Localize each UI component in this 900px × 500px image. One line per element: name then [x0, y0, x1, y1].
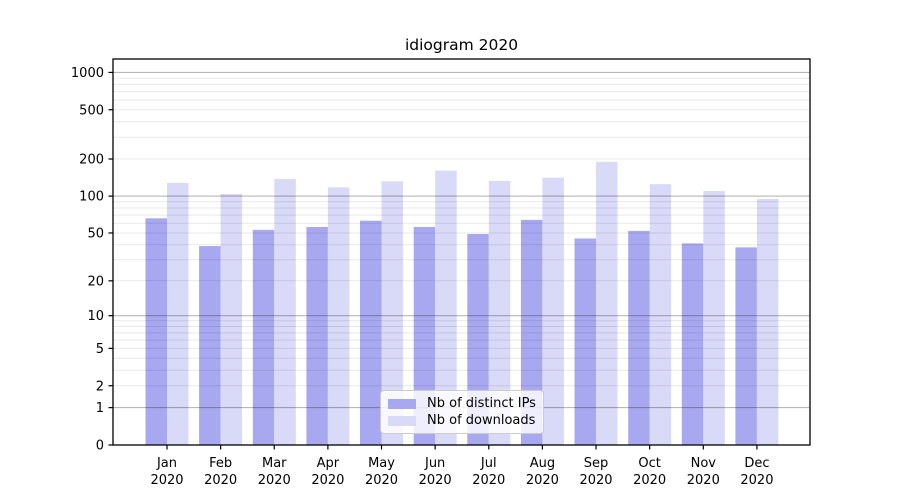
- y-tick-label: 1000: [71, 66, 104, 81]
- bar-downloads-nov: [703, 191, 725, 445]
- x-tick-label-month: Dec: [744, 456, 769, 471]
- legend-swatch-distinct-ips: [388, 398, 416, 409]
- x-tick-label-year: 2020: [258, 473, 291, 488]
- bar-distinct-ips-jan: [145, 218, 167, 445]
- legend: Nb of distinct IPs Nb of downloads: [380, 390, 544, 434]
- bar-downloads-dec: [756, 198, 779, 445]
- x-tick-label-year: 2020: [740, 473, 773, 488]
- x-tick-label-year: 2020: [311, 473, 344, 488]
- plot-border: [112, 58, 811, 446]
- bar-downloads-jun: [435, 170, 457, 445]
- bar-downloads-sep: [596, 161, 618, 446]
- y-tick-label: 500: [79, 103, 104, 118]
- legend-item-distinct-ips: Nb of distinct IPs: [388, 395, 536, 412]
- y-tick-label: 2: [96, 379, 104, 394]
- y-tick-label: 20: [87, 274, 104, 289]
- bar-distinct-ips-apr: [306, 227, 328, 445]
- x-tick-label-month: Feb: [209, 456, 232, 471]
- y-tick-label: 100: [79, 190, 104, 205]
- x-tick-label-month: Oct: [638, 456, 660, 471]
- x-tick-label-month: Aug: [530, 456, 555, 471]
- bar-distinct-ips-sep: [574, 238, 596, 445]
- x-tick-label-year: 2020: [472, 473, 505, 488]
- x-tick-label-month: Mar: [262, 456, 287, 471]
- x-tick-label-month: Jun: [424, 456, 445, 471]
- x-tick-label-month: Nov: [691, 456, 717, 471]
- bar-distinct-ips-aug: [520, 219, 543, 445]
- x-tick-label-month: Apr: [317, 456, 340, 471]
- x-tick-label-year: 2020: [150, 473, 183, 488]
- x-tick-label-month: Jan: [156, 456, 177, 471]
- y-tick-label: 50: [87, 226, 104, 241]
- x-tick-label-year: 2020: [687, 473, 720, 488]
- bar-distinct-ips-nov: [681, 243, 704, 445]
- chart-title: idiogram 2020: [404, 36, 519, 54]
- x-tick-label-month: Jul: [480, 456, 497, 471]
- bar-distinct-ips-oct: [628, 230, 650, 445]
- y-tick-label: 10: [87, 309, 104, 324]
- x-tick-label-year: 2020: [579, 473, 612, 488]
- bar-downloads-feb: [220, 194, 243, 445]
- bar-downloads-aug: [542, 177, 564, 445]
- x-tick-label-year: 2020: [526, 473, 559, 488]
- x-tick-label-year: 2020: [204, 473, 237, 488]
- bar-downloads-oct: [649, 184, 672, 445]
- legend-swatch-downloads: [388, 415, 416, 426]
- y-tick-label: 0: [96, 439, 104, 454]
- x-tick-label-year: 2020: [633, 473, 666, 488]
- x-tick-label-month: Sep: [584, 456, 609, 471]
- legend-label-distinct-ips: Nb of distinct IPs: [427, 396, 536, 411]
- y-tick-label: 200: [79, 153, 104, 168]
- x-tick-label-year: 2020: [419, 473, 452, 488]
- x-tick-label-year: 2020: [365, 473, 398, 488]
- x-tick-label-month: May: [368, 456, 395, 471]
- bar-downloads-mar: [274, 178, 296, 445]
- bar-distinct-ips-mar: [252, 229, 275, 445]
- bar-distinct-ips-dec: [735, 247, 757, 445]
- bar-downloads-apr: [327, 187, 350, 446]
- y-tick-label: 5: [96, 342, 104, 357]
- bar-distinct-ips-may: [360, 220, 382, 445]
- bar-downloads-jan: [167, 182, 189, 445]
- bar-downloads-may: [381, 181, 403, 446]
- legend-item-downloads: Nb of downloads: [388, 412, 535, 429]
- y-tick-label: 1: [96, 401, 104, 416]
- bar-distinct-ips-feb: [199, 246, 221, 445]
- legend-label-downloads: Nb of downloads: [427, 413, 536, 428]
- bar-downloads-jul: [488, 180, 511, 445]
